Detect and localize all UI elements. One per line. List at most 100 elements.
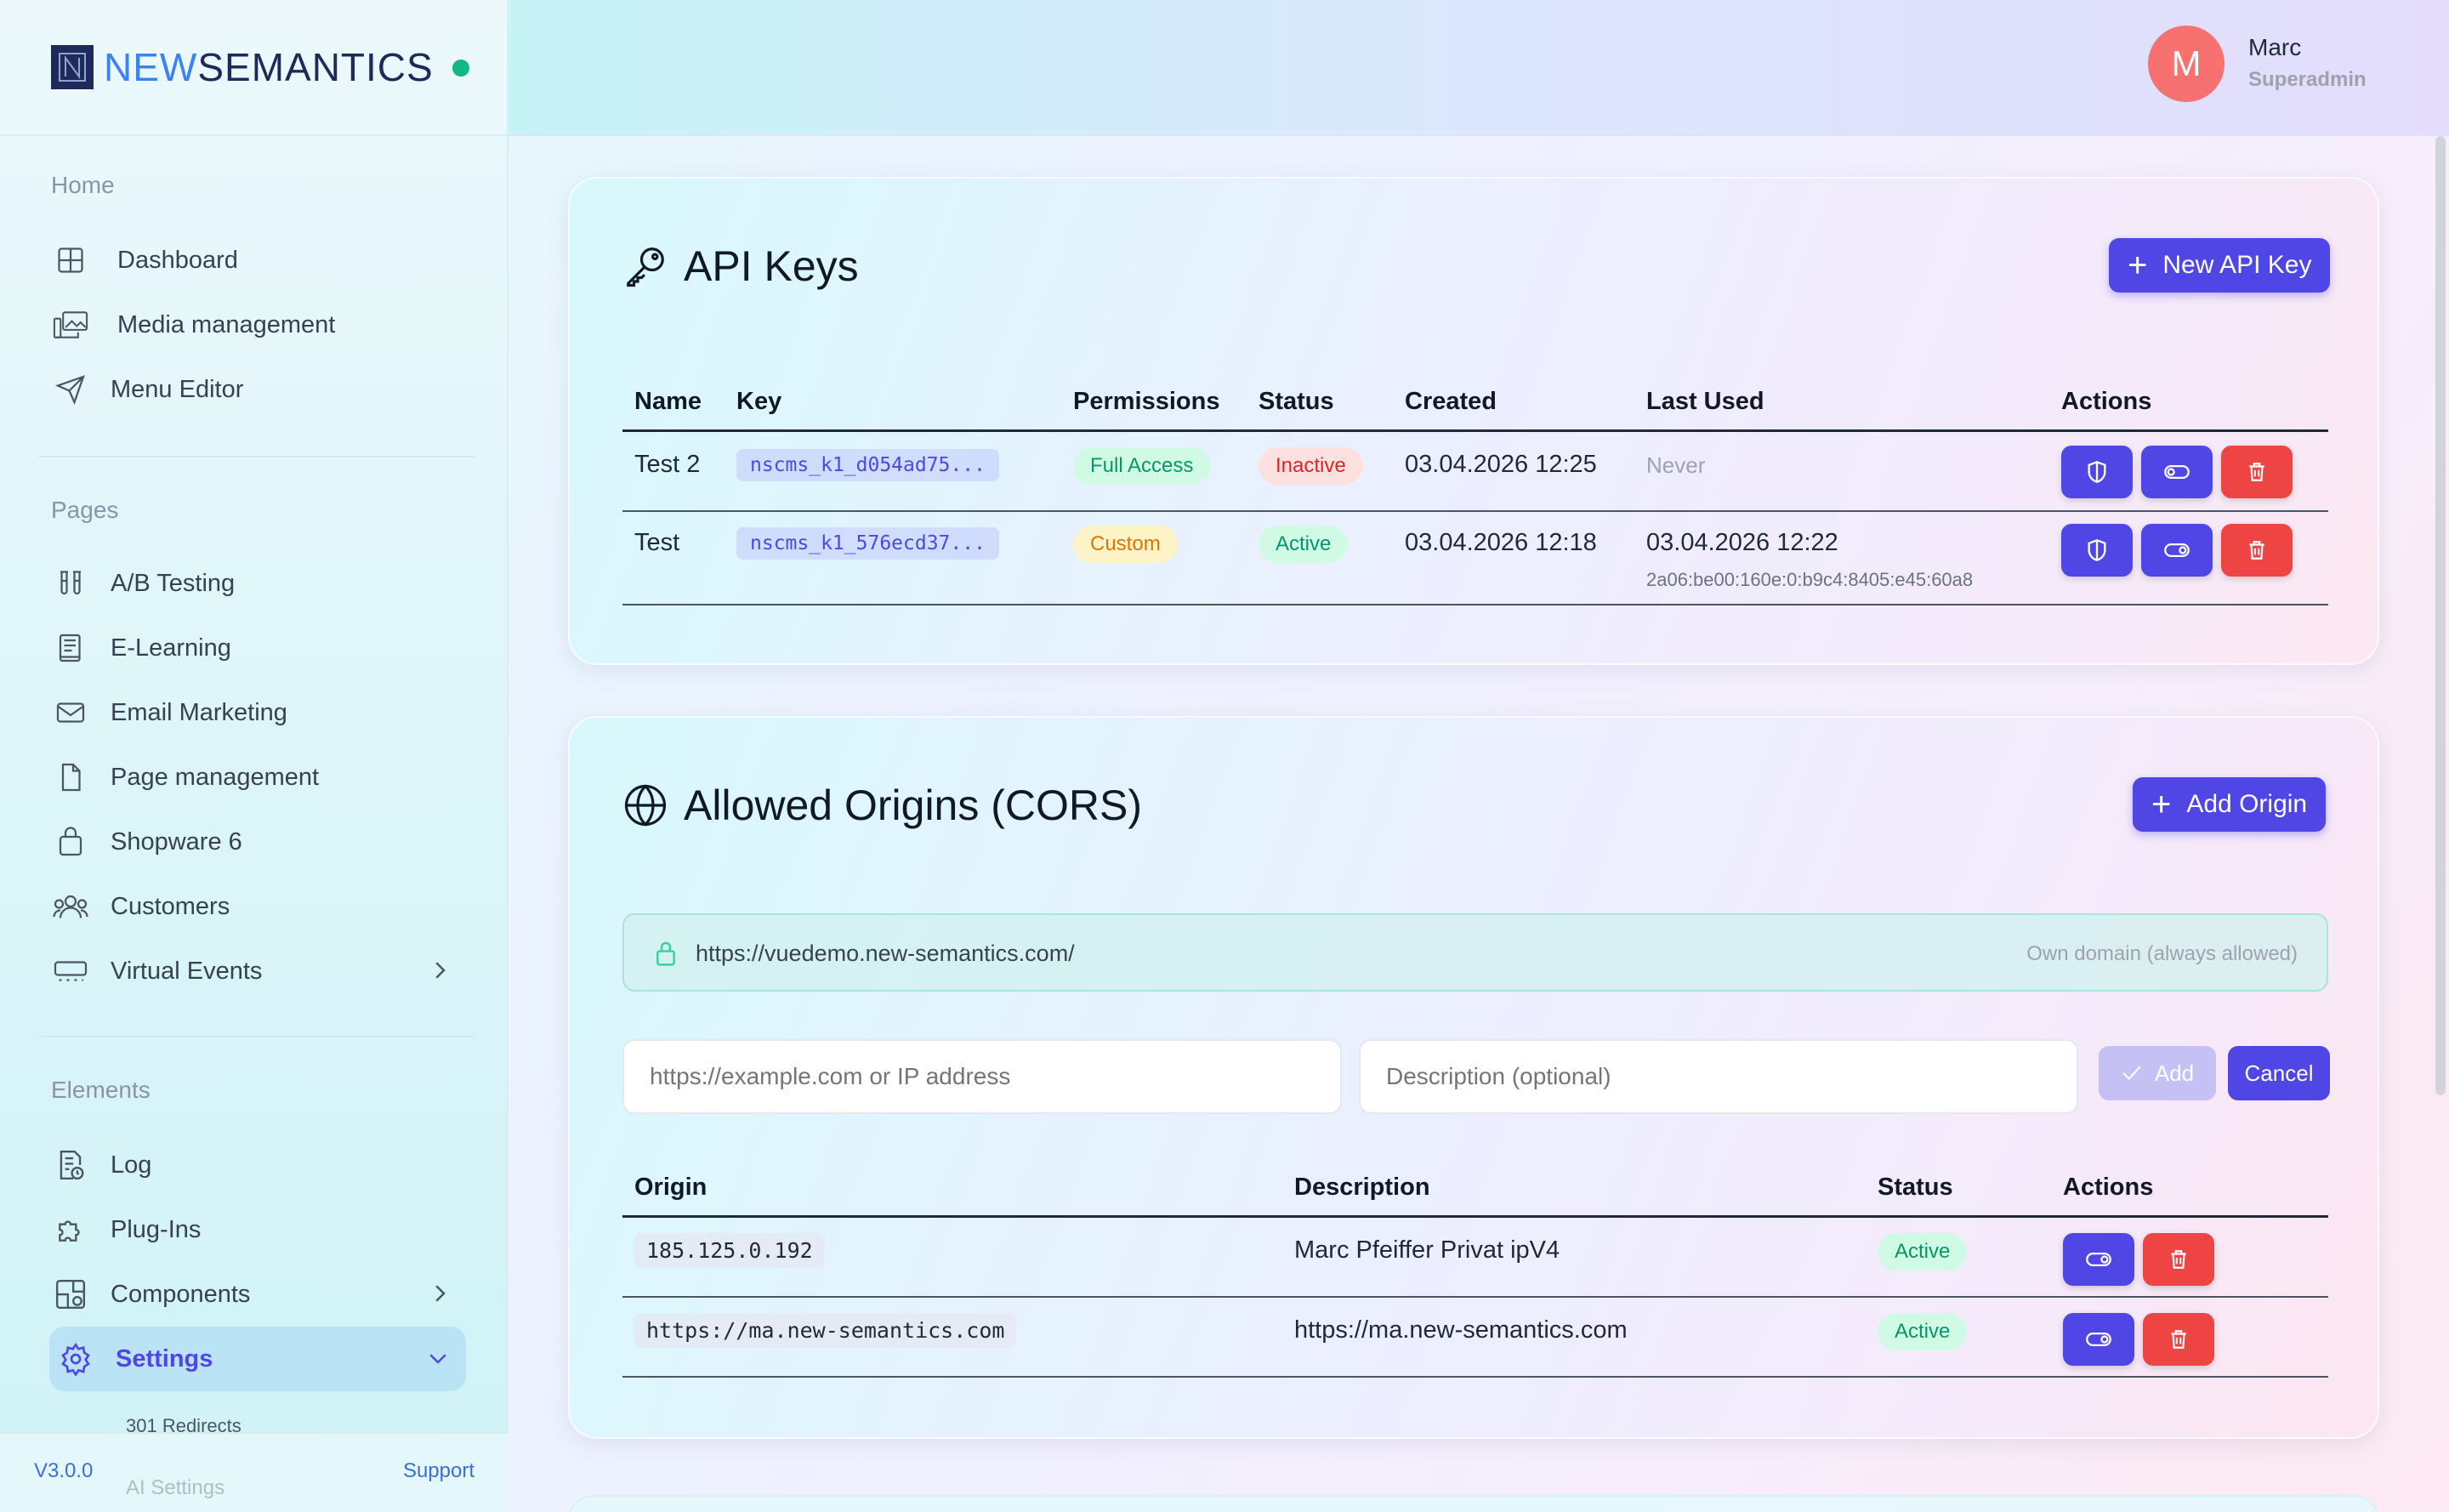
sidebar-item-label: Shopware 6 [111, 827, 242, 855]
mail-icon [51, 693, 90, 732]
sidebar-item-label: Plug-Ins [111, 1215, 202, 1243]
own-domain-url: https://vuedemo.new-semantics.com/ [696, 941, 1075, 966]
trash-icon [2249, 540, 2264, 560]
last-used-ip: 2a06:be00:160e:0:b9c4:8405:e45:60a8 [1646, 568, 1974, 590]
sidebar-divider [0, 134, 509, 136]
sidebar-item-shopware-6[interactable]: Shopware 6 [51, 816, 468, 867]
sidebar-item-menu-editor[interactable]: Menu Editor [51, 364, 468, 415]
toggle-button[interactable] [2141, 446, 2213, 498]
events-icon [51, 952, 90, 991]
last-used: 03.04.2026 12:22 [1646, 528, 1838, 556]
origin-value: https://ma.new-semantics.com [634, 1312, 1017, 1348]
sidebar-item-page-management[interactable]: Page management [51, 752, 468, 803]
delete-button[interactable] [2143, 1312, 2214, 1366]
online-status-dot [452, 60, 469, 77]
toggle-button[interactable] [2063, 1233, 2134, 1286]
toggle-off-icon [2164, 465, 2190, 479]
sidebar-item-label: E-Learning [111, 634, 231, 662]
sidebar-item-log[interactable]: Log [51, 1140, 468, 1191]
key-name: Test [622, 510, 724, 605]
log-icon [51, 1145, 90, 1185]
sidebar-item-label: Customers [111, 892, 230, 920]
plus-icon: + [2151, 786, 2172, 823]
version-label: V3.0.0 [34, 1459, 94, 1482]
sidebar-item-label: A/B Testing [111, 569, 236, 597]
trash-icon [2171, 1329, 2186, 1349]
gear-icon [56, 1339, 95, 1378]
sidebar-divider [39, 456, 474, 458]
column-header: Status [1247, 388, 1393, 432]
column-header: Origin [622, 1174, 1282, 1218]
chevron-down-icon[interactable] [425, 1345, 451, 1378]
permissions-button[interactable] [2061, 446, 2133, 498]
permissions-button[interactable] [2061, 523, 2133, 577]
created-date: 03.04.2026 12:18 [1393, 510, 1634, 605]
table-row: Test 2 nscms_k1_d054ad75... Full Access … [622, 430, 2328, 512]
chevron-right-icon[interactable] [427, 958, 452, 990]
own-domain-note: Own domain (always allowed) [2026, 942, 2298, 965]
sidebar-item-plug-ins[interactable]: Plug-Ins [51, 1204, 468, 1255]
key-name: Test 2 [622, 430, 724, 512]
cancel-button[interactable]: Cancel [2228, 1046, 2330, 1100]
sidebar-item-media-management[interactable]: Media management [51, 299, 468, 350]
permission-badge: Full Access [1073, 447, 1211, 485]
sidebar-item-components[interactable]: Components [51, 1269, 468, 1320]
delete-button[interactable] [2221, 523, 2293, 577]
components-icon [51, 1275, 90, 1314]
shield-icon [2088, 538, 2106, 561]
origin-value: 185.125.0.192 [634, 1233, 825, 1268]
book-icon [51, 628, 90, 668]
plus-icon: + [2128, 247, 2148, 284]
sidebar-item-label: Log [111, 1151, 152, 1179]
sidebar-item-virtual-events[interactable]: Virtual Events [51, 946, 468, 997]
table-row: Test nscms_k1_576ecd37... Custom Active … [622, 510, 2328, 605]
column-header: Created [1393, 388, 1634, 432]
toggle-on-icon [2086, 1332, 2111, 1346]
brand-logo[interactable]: NEWSEMANTICS [51, 44, 434, 90]
globe-icon [622, 782, 668, 828]
origin-input[interactable] [622, 1039, 1342, 1114]
sidebar-item-e-learning[interactable]: E-Learning [51, 622, 468, 674]
api-keys-card: API Keys + New API Key Name Key Permissi… [568, 177, 2379, 665]
section-label-home: Home [51, 172, 115, 198]
chevron-right-icon[interactable] [427, 1281, 452, 1313]
api-keys-title: API Keys [622, 242, 859, 291]
trash-icon [2249, 463, 2264, 481]
sidebar-item-settings[interactable]: Settings [49, 1327, 466, 1391]
new-api-key-button[interactable]: + New API Key [2109, 238, 2331, 293]
sidebar-item-label: Virtual Events [111, 957, 263, 985]
delete-button[interactable] [2143, 1233, 2214, 1286]
origin-description: Marc Pfeiffer Privat ipV4 [1282, 1216, 1866, 1298]
sidebar-item-label: Settings [116, 1344, 213, 1373]
avatar[interactable]: M [2148, 26, 2225, 102]
add-button[interactable]: Add [2099, 1046, 2216, 1100]
created-date: 03.04.2026 12:25 [1393, 430, 1634, 512]
api-key-value: nscms_k1_d054ad75... [736, 449, 999, 481]
top-bar: M Marc Superadmin [509, 0, 2449, 136]
sidebar-item-ab-testing[interactable]: A/B Testing [51, 558, 468, 609]
sidebar-subitem-ai-settings[interactable]: AI Settings [126, 1476, 225, 1499]
sidebar-footer: V3.0.0 AI Settings Support [0, 1432, 509, 1512]
support-link[interactable]: Support [402, 1459, 474, 1482]
description-input[interactable] [1359, 1039, 2078, 1114]
add-origin-button[interactable]: + Add Origin [2133, 777, 2327, 832]
section-label-elements: Elements [51, 1077, 151, 1103]
cors-title: Allowed Origins (CORS) [622, 781, 1142, 830]
user-role: Superadmin [2248, 68, 2367, 91]
table-row: 185.125.0.192 Marc Pfeiffer Privat ipV4 … [622, 1216, 2328, 1298]
sidebar-item-dashboard[interactable]: Dashboard [51, 235, 468, 286]
page-scrollbar[interactable] [2435, 136, 2446, 1095]
column-header: Status [1866, 1174, 2051, 1218]
column-header: Name [622, 388, 724, 432]
cors-card: Allowed Origins (CORS) + Add Origin http… [568, 716, 2379, 1439]
sidebar-item-label: Dashboard [117, 246, 238, 274]
status-badge: Active [1878, 1233, 1968, 1270]
delete-button[interactable] [2221, 446, 2293, 498]
toggle-button[interactable] [2141, 523, 2213, 577]
sidebar-item-email-marketing[interactable]: Email Marketing [51, 687, 468, 738]
sidebar-item-label: Media management [117, 310, 336, 338]
toggle-button[interactable] [2063, 1312, 2134, 1366]
toggle-on-icon [2164, 543, 2190, 557]
brand-name: NEWSEMANTICS [104, 45, 434, 89]
sidebar-item-customers[interactable]: Customers [51, 881, 468, 932]
